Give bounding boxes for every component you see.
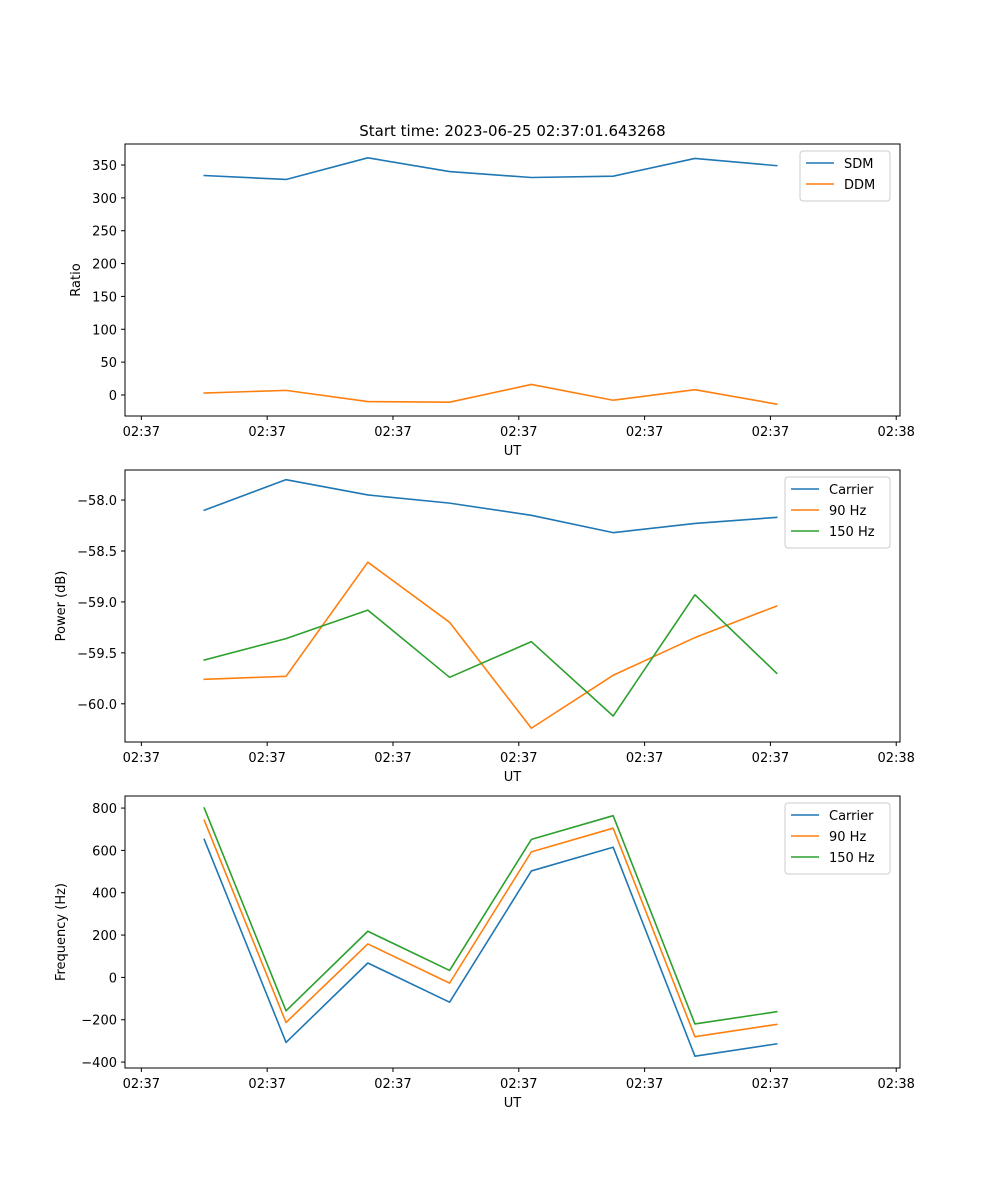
y-tick-label: −60.0 (77, 698, 117, 713)
x-tick-label: 02:38 (877, 1077, 914, 1092)
plot-frame (124, 469, 901, 743)
x-axis-label: UT (504, 770, 522, 785)
x-tick-label: 02:37 (752, 425, 789, 440)
y-tick-label: 400 (92, 887, 117, 902)
x-tick-label: 02:37 (500, 425, 537, 440)
x-tick-label: 02:37 (500, 751, 537, 766)
x-tick-label: 02:37 (123, 1077, 160, 1092)
legend-label: 150 Hz (829, 851, 875, 866)
x-tick-label: 02:37 (374, 751, 411, 766)
y-tick-label: 100 (92, 323, 117, 338)
chart-panel-3: 02:37 02:37 02:37 02:37 02:37 02:37 02:38 −400 −… (54, 795, 915, 1111)
x-tick-label: 02:37 (626, 1077, 663, 1092)
y-tick-label: 0 (109, 389, 117, 404)
x-tick-label: 02:37 (500, 1077, 537, 1092)
x-tick-label: 02:37 (626, 425, 663, 440)
x-tick-label: 02:38 (877, 425, 914, 440)
legend: SDM DDM (799, 150, 891, 202)
y-tick-label: 300 (92, 192, 117, 207)
chart-panel-1: 02:37 02:37 02:37 02:37 02:37 02:37 02:38 0 50 10… (69, 143, 915, 459)
x-tick-label: 02:37 (752, 751, 789, 766)
y-axis-label: Power (dB) (54, 571, 69, 642)
x-axis-label: UT (504, 444, 522, 459)
y-axis-label: Ratio (69, 263, 84, 296)
y-tick-label: −59.5 (77, 647, 117, 662)
y-tick-label: −59.0 (77, 596, 117, 611)
y-tick-label: 150 (92, 290, 117, 305)
series-line-carrier (203, 478, 778, 534)
series-line-90-hz (203, 561, 778, 730)
y-tick-label: −58.5 (77, 545, 117, 560)
series-line-150-hz (203, 807, 778, 1025)
x-tick-label: 02:37 (374, 425, 411, 440)
x-tick-label: 02:37 (248, 425, 285, 440)
x-axis-label: UT (504, 1096, 522, 1111)
legend-label: Carrier (829, 809, 874, 824)
series-line-sdm (203, 157, 778, 181)
y-tick-label: 50 (100, 356, 117, 371)
y-tick-label: 800 (92, 802, 117, 817)
chart-panel-2: 02:37 02:37 02:37 02:37 02:37 02:37 02:38 −60.0… (54, 469, 915, 785)
y-tick-label: −200 (81, 1014, 117, 1029)
x-tick-label: 02:37 (374, 1077, 411, 1092)
y-tick-label: −58.0 (77, 494, 117, 509)
chart-title: Start time: 2023-06-25 02:37:01.643268 (359, 122, 665, 140)
series-line-ddm (203, 383, 778, 406)
legend-label: 150 Hz (829, 525, 875, 540)
y-tick-label: 600 (92, 844, 117, 859)
x-tick-label: 02:37 (123, 425, 160, 440)
x-tick-label: 02:37 (752, 1077, 789, 1092)
plot-frame (124, 143, 901, 417)
x-tick-label: 02:37 (123, 751, 160, 766)
legend-label: Carrier (829, 483, 874, 498)
series-line-90-hz (203, 819, 778, 1038)
legend-label: DDM (844, 178, 875, 193)
legend-label: SDM (844, 157, 873, 172)
y-tick-label: −400 (81, 1056, 117, 1071)
legend: Carrier 90 Hz 150 Hz (784, 476, 891, 549)
y-tick-label: 200 (92, 258, 117, 273)
x-tick-label: 02:37 (626, 751, 663, 766)
x-tick-label: 02:37 (248, 751, 285, 766)
legend-label: 90 Hz (829, 504, 866, 519)
legend: Carrier 90 Hz 150 Hz (784, 802, 891, 875)
x-tick-label: 02:38 (877, 751, 914, 766)
y-tick-label: 350 (92, 159, 117, 174)
x-tick-label: 02:37 (248, 1077, 285, 1092)
legend-label: 90 Hz (829, 830, 866, 845)
y-tick-label: 200 (92, 929, 117, 944)
series-line-carrier (203, 838, 778, 1057)
y-tick-label: 250 (92, 225, 117, 240)
y-axis-label: Frequency (Hz) (54, 883, 69, 981)
series-line-150-hz (203, 593, 778, 717)
y-tick-label: 0 (109, 971, 117, 986)
plot-frame (124, 795, 901, 1069)
